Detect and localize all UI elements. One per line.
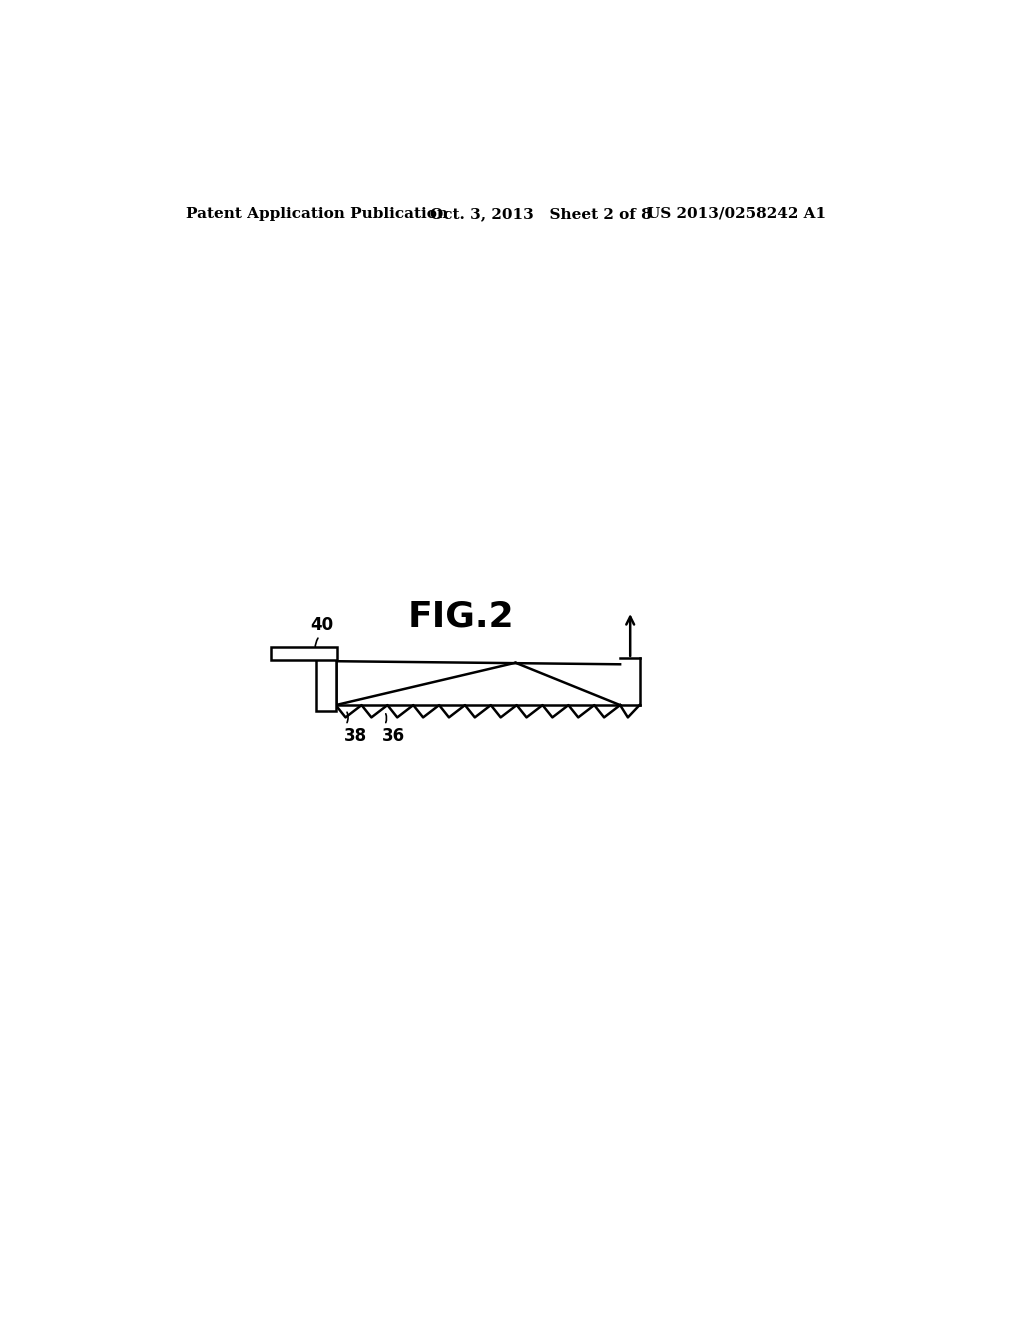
Bar	[271, 647, 337, 660]
Text: Oct. 3, 2013   Sheet 2 of 8: Oct. 3, 2013 Sheet 2 of 8	[430, 207, 652, 220]
Text: FIG.2: FIG.2	[408, 599, 515, 634]
Bar	[315, 657, 336, 711]
Text: 36: 36	[382, 726, 406, 744]
Text: 38: 38	[343, 726, 367, 744]
Text: US 2013/0258242 A1: US 2013/0258242 A1	[647, 207, 826, 220]
Text: Patent Application Publication: Patent Application Publication	[186, 207, 449, 220]
Text: 40: 40	[310, 616, 333, 635]
